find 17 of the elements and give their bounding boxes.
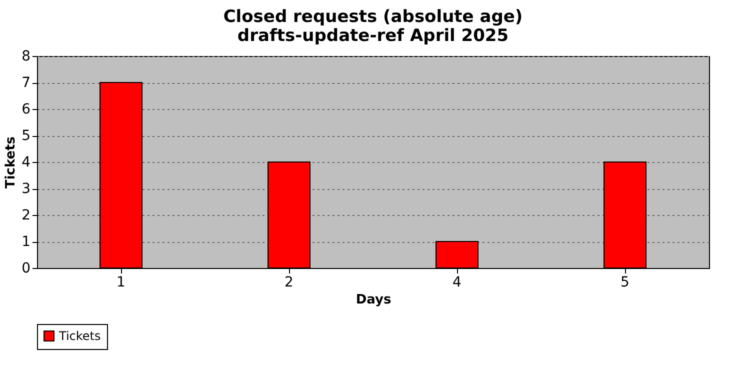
- x-tick-label: 4: [452, 274, 462, 290]
- legend-label: Tickets: [58, 329, 101, 343]
- y-tick-label: 1: [22, 234, 30, 250]
- y-axis-title: Tickets: [4, 136, 19, 189]
- y-tick-label: 2: [22, 208, 30, 224]
- x-tick-label: 2: [284, 274, 294, 290]
- y-tick-label: 5: [22, 128, 30, 144]
- x-axis-title: Days: [356, 292, 392, 308]
- x-tick-label: 1: [116, 274, 126, 290]
- y-tick-label: 3: [22, 181, 30, 197]
- x-tick-label: 5: [620, 274, 630, 290]
- y-tick-label: 8: [22, 48, 30, 64]
- y-tick-label: 0: [22, 260, 30, 276]
- y-tick-label: 4: [22, 154, 31, 170]
- y-tick-label: 6: [22, 102, 31, 118]
- y-tick-label: 7: [22, 75, 30, 91]
- chart-title: Closed requests (absolute age) drafts-update-ref April 2025: [223, 7, 523, 46]
